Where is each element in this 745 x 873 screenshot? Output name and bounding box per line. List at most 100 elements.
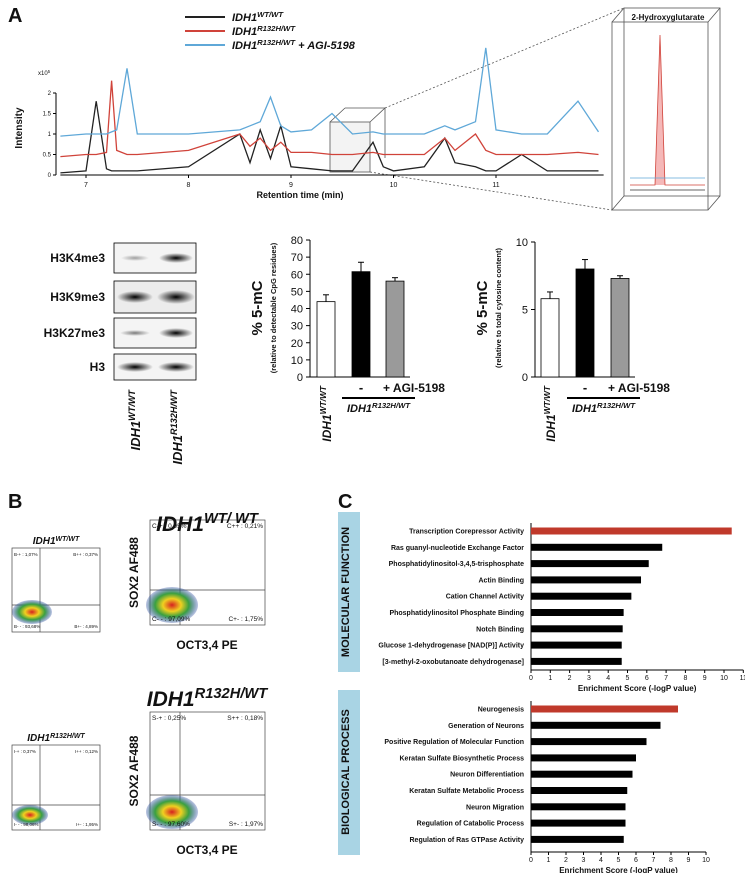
- group-label-part: IDH1: [572, 403, 597, 415]
- quadrant-label: S-+ : 0,25%: [152, 715, 186, 722]
- panel-label: A: [8, 5, 22, 27]
- series-line: [60, 47, 600, 137]
- category-label: Actin Binding: [479, 577, 525, 584]
- y-axis-label: % 5-mC: [474, 280, 491, 335]
- blot-row-label: H3: [90, 360, 106, 374]
- quadrant-label: I- - : 98,06%: [14, 822, 39, 827]
- bar: [531, 705, 678, 713]
- group-label-part: R132H/WT: [597, 401, 636, 410]
- bar: [531, 819, 626, 827]
- quadrant-label: S++ : 0,18%: [227, 715, 263, 722]
- plot-title: IDH1R132H/WT: [147, 686, 269, 711]
- series-line: [60, 80, 599, 158]
- y-tick-label: 70: [291, 252, 303, 264]
- x-axis-label: Retention time (min): [257, 190, 344, 200]
- category-label: Cation Channel Activity: [446, 594, 524, 601]
- x-tick-label: 4: [599, 857, 603, 864]
- small-plot-title-part: R132H/WT: [50, 733, 85, 740]
- y-tick-label: 1.5: [43, 112, 52, 118]
- blot-lane-label-part: IDH1: [170, 435, 185, 465]
- blot: [113, 242, 197, 381]
- legend-label-part: R132H/WT: [257, 24, 296, 33]
- x-tick-label: 8: [669, 857, 673, 864]
- series-line: [60, 101, 599, 174]
- category-label: Regulation of Ras GTPase Activity: [410, 837, 525, 844]
- plot-title-part: WT/ WT: [204, 511, 259, 527]
- blot-lane-label-part: WT/WT: [127, 389, 137, 421]
- bar: [610, 278, 630, 378]
- flow-plots: [11, 519, 266, 831]
- bar: [531, 592, 632, 600]
- panel-label: B: [8, 491, 22, 513]
- x-axis-label: OCT3,4 PE: [176, 638, 237, 652]
- quadrant-label: B++ : 0,37%: [73, 552, 98, 557]
- x-tick-label: 1: [547, 857, 551, 864]
- x-tick-label: 7: [84, 182, 88, 189]
- x-tick-label: 0: [529, 857, 533, 864]
- x-tick-label: 2: [564, 857, 568, 864]
- category-label: Phosphatidylinositol Phosphate Binding: [389, 610, 524, 617]
- bar: [531, 754, 636, 762]
- bar: [531, 657, 622, 665]
- bar: [531, 803, 626, 811]
- quadrant-label: C++ : 0,21%: [227, 523, 263, 530]
- blot-lane-label-part: R132H/WT: [169, 389, 179, 435]
- bar: [575, 268, 595, 378]
- x-tick-label: 1: [548, 675, 552, 682]
- x-tick-label: 11: [740, 675, 745, 682]
- legend-label-part: IDH1: [232, 26, 257, 38]
- plot-title-part: R132H/WT: [195, 686, 269, 702]
- x-tick-label: 7: [664, 675, 668, 682]
- legend-label-part: R132H/WT: [257, 38, 296, 47]
- category-label: Keratan Sulfate Metabolic Process: [409, 788, 524, 795]
- category-label: [3-methyl-2-oxobutanoate dehydrogenase]: [382, 659, 524, 666]
- legend-label-part: + AGI-5198: [295, 40, 356, 52]
- quadrant-label: B+- : 4,89%: [74, 624, 98, 629]
- y-axis-label: SOX2 AF488: [127, 537, 141, 608]
- x-tick-label: 4: [606, 675, 610, 682]
- category-label: Glucose 1-dehydrogenase [NAD(P)] Activit…: [378, 643, 524, 650]
- category-label: Neuron Differentiation: [450, 772, 524, 779]
- x-tick-label-part: IDH1: [320, 414, 334, 442]
- x-tick-label: -: [359, 380, 363, 395]
- legend-label: IDH1R132H/WT + AGI-5198: [232, 38, 356, 53]
- y-tick-label: 0: [48, 173, 52, 179]
- y-tick-label: 50: [291, 286, 303, 298]
- x-tick-label: 5: [626, 675, 630, 682]
- y-tick-label: 10: [516, 237, 528, 249]
- category-label: Ras guanyl-nucleotide Exchange Factor: [391, 545, 524, 552]
- x-axis-label: Enrichment Score (-logP value): [578, 684, 697, 693]
- category-label: Transcription Corepressor Activity: [409, 529, 524, 536]
- side-box: [338, 690, 360, 855]
- y-axis-sublabel: (relative to total cytosine content): [494, 247, 503, 368]
- blot-lane-label: IDH1WT/WT: [127, 389, 143, 451]
- quadrant-label: S- - : 97,60%: [152, 821, 190, 828]
- y-tick-label: 10: [291, 355, 303, 367]
- bar: [540, 298, 560, 378]
- legend-label: IDH1WT/WT: [232, 10, 284, 25]
- y-tick-label: 30: [291, 321, 303, 333]
- bar: [531, 560, 649, 568]
- y-tick-label: 60: [291, 269, 303, 281]
- legend-label-part: WT/WT: [257, 10, 284, 19]
- legend-label-part: IDH1: [232, 12, 257, 24]
- small-plot-title: IDH1WT/WT: [33, 536, 80, 548]
- group-label: IDH1R132H/WT: [347, 401, 411, 416]
- quadrant-label: C+- : 1,75%: [228, 616, 263, 623]
- blot-lane-label-part: IDH1: [128, 421, 143, 451]
- blot-row-label: H3K27me3: [44, 326, 106, 340]
- y-tick-label: 2: [48, 91, 52, 97]
- x-tick-label: 8: [683, 675, 687, 682]
- plot-title-part: IDH1: [147, 688, 195, 711]
- small-plot-title-part: WT/WT: [56, 536, 80, 543]
- small-plot-title-part: IDH1: [27, 733, 50, 744]
- y-tick-label: 0: [522, 372, 528, 384]
- plot-title: IDH1WT/ WT: [156, 511, 259, 536]
- bar: [531, 721, 661, 729]
- blot-row-label: H3K9me3: [50, 290, 105, 304]
- legend-label: IDH1R132H/WT: [232, 24, 296, 39]
- x-tick-label: 10: [720, 675, 728, 682]
- quadrant-label: I-+ : 0,37%: [14, 749, 36, 754]
- category-label: Keratan Sulfate Biosynthetic Process: [400, 755, 525, 762]
